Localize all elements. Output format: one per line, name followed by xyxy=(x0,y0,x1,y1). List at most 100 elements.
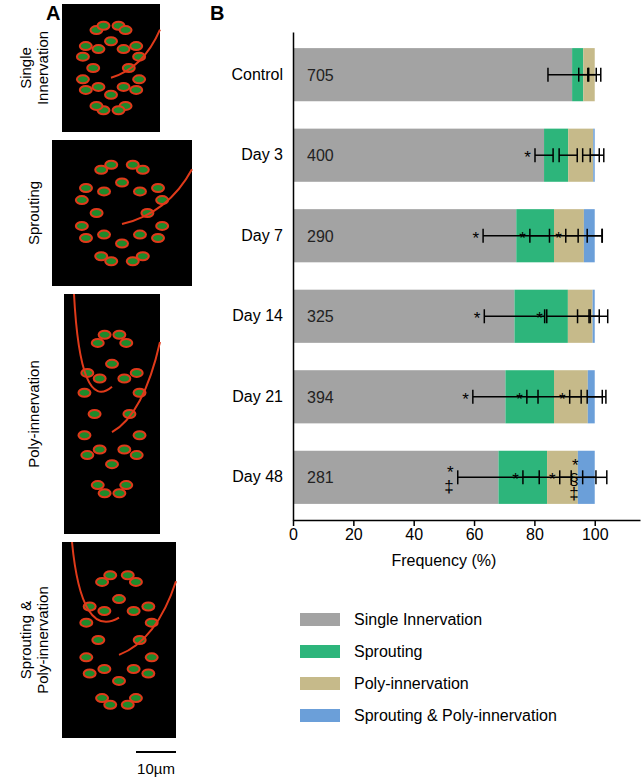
x-axis-title: Frequency (%) xyxy=(391,552,496,569)
error-bar-cap xyxy=(603,148,605,162)
legend-label: Single Innervation xyxy=(354,611,482,628)
image-background xyxy=(64,294,160,534)
error-bar-cap xyxy=(586,229,588,243)
x-tick-label: 60 xyxy=(466,526,484,543)
significance-mark: * xyxy=(474,309,481,328)
endplate-gutter xyxy=(105,91,117,99)
error-bar-line xyxy=(535,154,553,156)
significance-symbol: ‡ xyxy=(444,477,453,496)
y-tick-label: Day 21 xyxy=(232,388,283,405)
error-bar-line xyxy=(587,396,602,398)
endplate-gutter xyxy=(81,369,93,377)
error-bar-line xyxy=(589,74,601,76)
significance-mark: * xyxy=(536,309,543,328)
significance-mark: * xyxy=(472,229,479,248)
endplate-gutter xyxy=(120,339,132,347)
y-tick-label: Control xyxy=(231,66,283,83)
error-bar-cap xyxy=(544,309,546,323)
x-tick-label: 40 xyxy=(405,526,423,543)
image-label: Sprouting xyxy=(25,181,42,245)
error-bar-cap xyxy=(526,390,528,404)
endplate-gutter xyxy=(146,653,158,661)
image-label-line: Innervation xyxy=(34,31,51,105)
endplate-gutter xyxy=(142,602,154,610)
error-bar xyxy=(587,390,602,404)
axon xyxy=(74,294,112,392)
image-background xyxy=(62,542,176,738)
significance-symbol: * xyxy=(549,470,556,489)
legend-label: Poly-innervation xyxy=(354,675,469,692)
endplate-gutter xyxy=(94,445,106,453)
error-bar-cap xyxy=(457,470,459,484)
endplate-gutter xyxy=(92,636,104,644)
y-axis: ControlDay 3Day 7Day 14Day 21Day 48 xyxy=(231,33,293,521)
endplate-gutter xyxy=(84,670,96,678)
endplate-gutter xyxy=(81,451,93,459)
micrograph xyxy=(62,542,176,738)
endplate-gutter xyxy=(92,481,104,489)
count-label: 325 xyxy=(307,308,334,325)
error-bar-cap xyxy=(600,68,602,82)
y-tick: Day 14 xyxy=(232,307,293,324)
endplate-gutter xyxy=(122,701,134,709)
error-bar-cap xyxy=(587,68,589,82)
error-bar-cap xyxy=(589,309,591,323)
error-bar-cap xyxy=(582,470,584,484)
endplate-gutter xyxy=(120,26,132,34)
error-bar-cap xyxy=(602,229,604,243)
error-bar xyxy=(579,68,588,82)
error-bar-cap xyxy=(599,148,601,162)
endplate-gutter xyxy=(89,410,101,418)
annotations: **********‡***§‡705400290325394281 xyxy=(307,67,579,504)
error-bar xyxy=(559,148,577,162)
endplate-gutter xyxy=(98,187,110,195)
significance-symbol: ‡ xyxy=(569,484,578,503)
endplate-gutter xyxy=(97,22,109,30)
error-bar-cap xyxy=(522,470,524,484)
legend-swatch xyxy=(300,677,340,690)
x-axis: 020406080100 xyxy=(289,520,640,543)
axon xyxy=(122,169,192,224)
endplate-gutter xyxy=(98,231,110,239)
y-tick: Day 21 xyxy=(232,388,293,405)
image-label-line: Single xyxy=(17,47,34,89)
endplate-gutter xyxy=(105,37,117,45)
image-label-line: Sprouting & xyxy=(17,601,34,679)
endplate-gutter xyxy=(128,665,140,673)
endplate-gutter xyxy=(131,451,143,459)
endplate xyxy=(77,22,145,115)
endplate-gutter xyxy=(76,222,88,230)
error-bar xyxy=(583,470,607,484)
endplate-gutter xyxy=(87,64,99,72)
count-label: 705 xyxy=(307,67,334,84)
x-tick-label: 100 xyxy=(582,526,609,543)
x-axis-line xyxy=(294,520,641,522)
significance-mark: * xyxy=(555,229,562,248)
image-background xyxy=(52,140,192,286)
micrograph xyxy=(64,294,160,534)
y-tick-label: Day 3 xyxy=(241,146,283,163)
error-bar-cap xyxy=(552,148,554,162)
y-tick: Control xyxy=(231,66,293,83)
error-bar-cap xyxy=(588,68,590,82)
endplate-gutter xyxy=(92,339,104,347)
endplate-gutter xyxy=(80,653,92,661)
image-label-line: Poly-innervation xyxy=(34,586,51,694)
legend-label: Sprouting & Poly-innervation xyxy=(354,707,557,724)
endplate-gutter xyxy=(113,595,125,603)
endplate-gutter xyxy=(118,445,130,453)
significance-symbol: * xyxy=(559,390,566,409)
axon xyxy=(72,542,119,622)
significance-mark: * xyxy=(516,390,523,409)
error-bar-cap xyxy=(546,309,548,323)
error-bar-cap xyxy=(578,68,580,82)
bar-segment xyxy=(293,48,572,101)
error-bar-cap xyxy=(565,229,567,243)
error-bar xyxy=(578,309,608,323)
y-tick: Day 7 xyxy=(241,227,293,244)
endplate-gutter xyxy=(152,184,164,192)
error-bar-line xyxy=(590,316,599,318)
endplate-gutter xyxy=(94,375,106,383)
endplate-gutter xyxy=(118,83,130,91)
image-label: Sprouting &Poly-innervation xyxy=(17,586,51,694)
